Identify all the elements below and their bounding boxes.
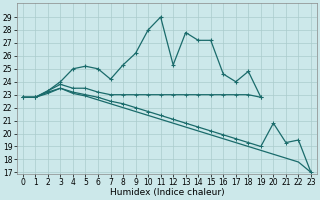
X-axis label: Humidex (Indice chaleur): Humidex (Indice chaleur) bbox=[109, 188, 224, 197]
